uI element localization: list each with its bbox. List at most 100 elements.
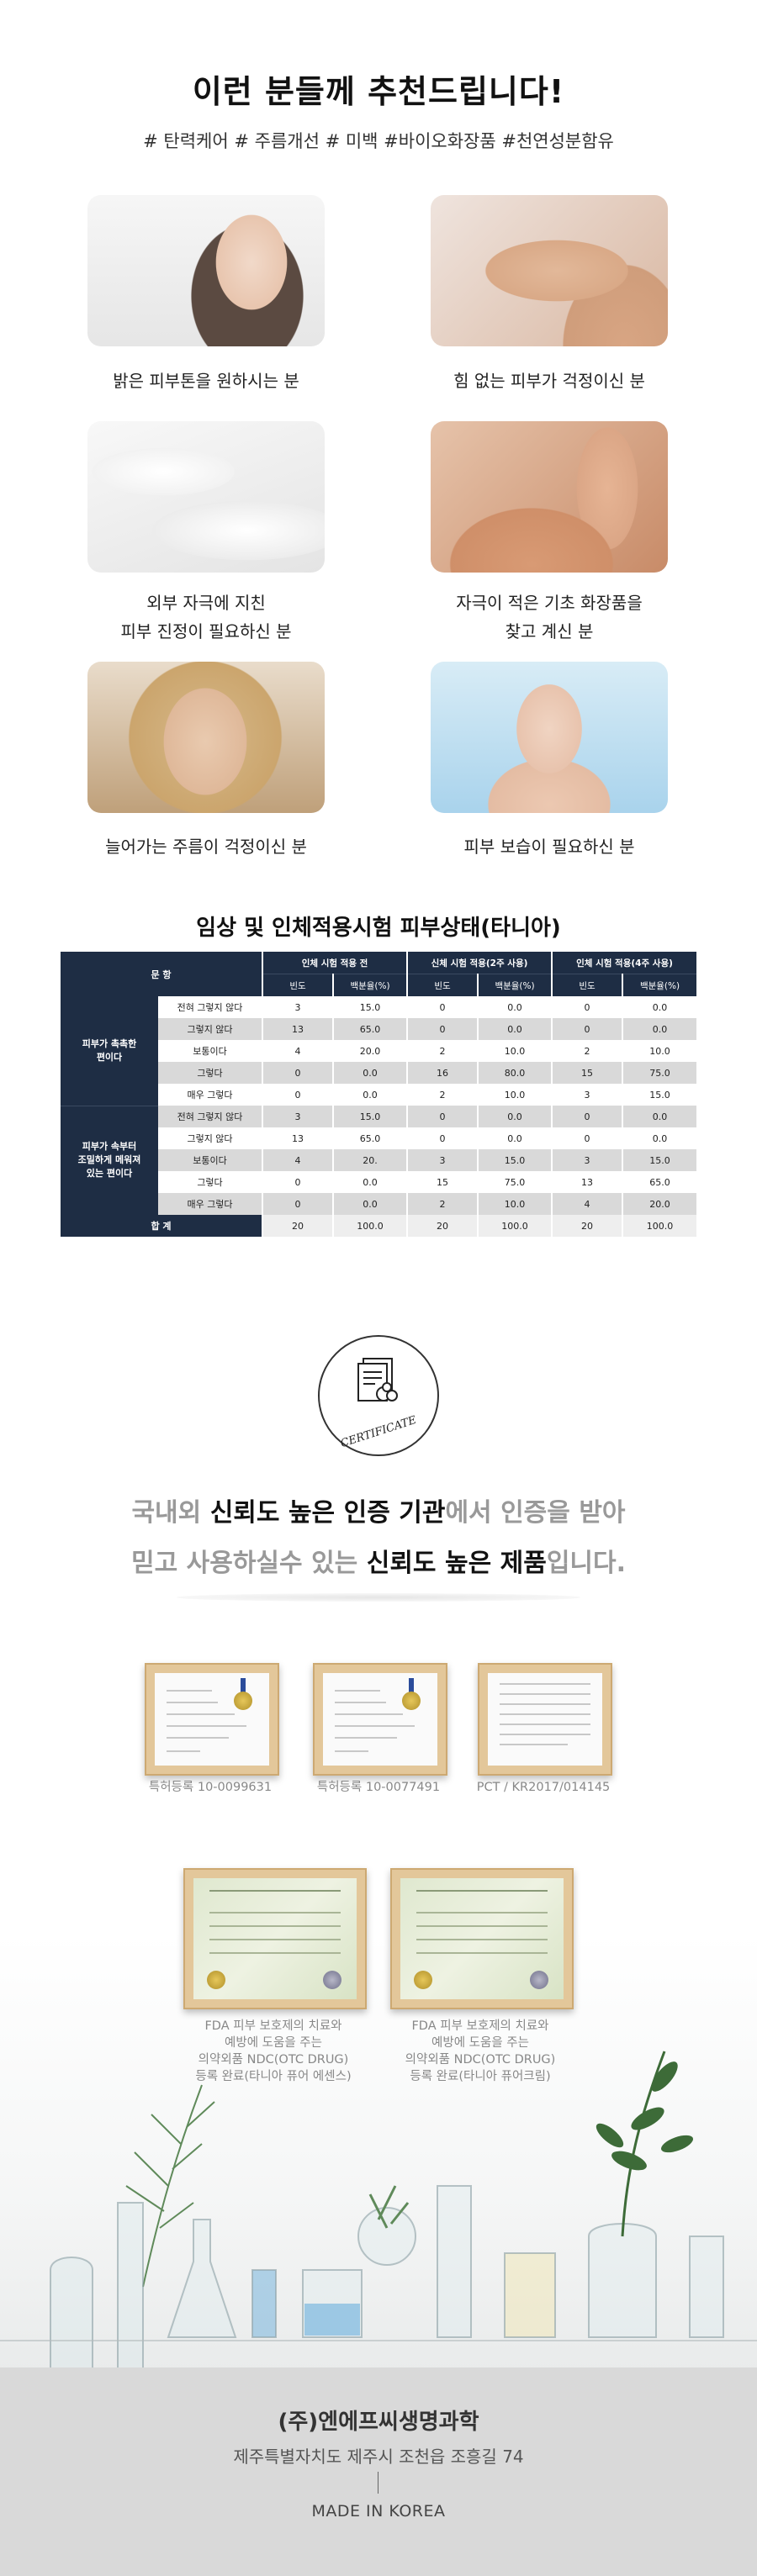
table-cell: 0.0 [477, 1018, 553, 1040]
recommend-photo-moisture [431, 662, 668, 813]
table-cell: 13 [262, 1127, 334, 1149]
row-label: 매우 그렇다 [158, 1193, 263, 1215]
caption-line: 밝은 피부톤을 원하시는 분 [113, 371, 299, 391]
recommend-photo-cream [87, 421, 325, 573]
group-header: 인체 시험 적용(4주 사용) [551, 952, 697, 974]
table-cell: 0.0 [622, 1127, 697, 1149]
recommend-caption-3: 외부 자극에 지친 피부 진정이 필요하신 분 [63, 589, 349, 646]
recommend-photo-bright-skin [87, 195, 325, 346]
table-cell: 15.0 [622, 1149, 697, 1171]
ribbon-icon [409, 1678, 414, 1693]
fda-certificate-frame-2 [390, 1868, 574, 2009]
table-cell: 65.0 [332, 1127, 408, 1149]
group-label: 피부가 촉촉한 편이다 [61, 996, 158, 1106]
group-label-line: 피부가 촉촉한 [82, 1037, 137, 1049]
lab-glassware-background [0, 1934, 757, 2372]
table-cell: 20.0 [622, 1193, 697, 1215]
certificate-caption-fda-cream: FDA 피부 보호제의 치료와 예방에 도움을 주는 의약외품 NDC(OTC … [371, 2018, 590, 2085]
table-cell: 2 [551, 1040, 623, 1062]
table-cell: 3 [551, 1084, 623, 1106]
table-cell: 100.0 [622, 1215, 697, 1237]
caption-line: 예방에 도움을 주는 [431, 2036, 529, 2050]
table-row: 그렇다 0 0.0 15 75.0 13 65.0 [61, 1171, 697, 1193]
table-cell: 0 [262, 1193, 334, 1215]
table-cell: 0 [262, 1062, 334, 1084]
statement-emphasis: 신뢰도 높은 제품 [366, 1549, 547, 1578]
table-cell: 10.0 [477, 1084, 553, 1106]
statement-text: 에서 인증을 받아 [445, 1498, 626, 1528]
group-label: 피부가 속부터 조밀하게 메워져 있는 편이다 [61, 1105, 158, 1215]
table-row: 그렇지 않다 13 65.0 0 0.0 0 0.0 [61, 1127, 697, 1149]
table-cell: 80.0 [477, 1062, 553, 1084]
statement-line-1: 국내외 신뢰도 높은 인증 기관에서 인증을 받아 [0, 1488, 757, 1539]
table-row: 보통이다 4 20.0 2 10.0 2 10.0 [61, 1040, 697, 1062]
table-cell: 15.0 [622, 1084, 697, 1106]
group-header: 인체 시험 적용 전 [262, 952, 408, 974]
table-row: 그렇다 0 0.0 16 80.0 15 75.0 [61, 1062, 697, 1084]
table-cell: 2 [406, 1040, 479, 1062]
table-cell: 10.0 [477, 1193, 553, 1215]
table-cell: 15.0 [332, 996, 408, 1018]
statement-shadow [177, 1593, 580, 1602]
row-label: 전혀 그렇지 않다 [158, 996, 263, 1018]
table-cell: 13 [262, 1018, 334, 1040]
company-address: 제주특별자치도 제주시 조천읍 조흥길 74 [233, 2447, 524, 2467]
patent-certificate-frame-1 [145, 1663, 279, 1776]
statement-text: 믿고 사용하실수 있는 [130, 1549, 367, 1578]
table-cell: 15 [406, 1171, 479, 1193]
question-header: 문 항 [61, 952, 263, 996]
fda-certificate-frame-1 [183, 1868, 367, 2009]
seal-icon [530, 1971, 548, 1989]
table-cell: 3 [262, 1106, 334, 1127]
table-cell: 65.0 [332, 1018, 408, 1040]
table-cell: 0.0 [477, 1106, 553, 1127]
table-cell: 20. [332, 1149, 408, 1171]
sub-header: 빈도 [551, 974, 623, 996]
table-cell: 20 [551, 1215, 623, 1237]
table-cell: 75.0 [477, 1171, 553, 1193]
table-cell: 13 [551, 1171, 623, 1193]
group-header: 신체 시험 적용(2주 사용) [406, 952, 553, 974]
table-cell: 0 [551, 1127, 623, 1149]
sub-header: 빈도 [406, 974, 479, 996]
table-cell: 0.0 [622, 1018, 697, 1040]
recommend-tags: # 탄력케어 # 주름개선 # 미백 #바이오화장품 #천연성분함유 [143, 131, 614, 151]
made-in-label: MADE IN KOREA [311, 2502, 446, 2521]
seal-icon [207, 1971, 225, 1989]
seal-icon [234, 1692, 252, 1710]
table-cell: 4 [262, 1040, 334, 1062]
caption-line: 자극이 적은 기초 화장품을 [456, 593, 643, 613]
seal-icon [402, 1692, 421, 1710]
clinical-title: 임상 및 인체적용시험 피부상태(타니아) [196, 916, 561, 941]
certificate-badge [318, 1335, 439, 1456]
table-cell: 65.0 [622, 1171, 697, 1193]
certificate-caption: PCT / KR2017/014145 [476, 1781, 611, 1794]
certificate-paper [193, 1878, 357, 1999]
statement-line-2: 믿고 사용하실수 있는 신뢰도 높은 제품입니다. [0, 1539, 757, 1589]
caption-line: 의약외품 NDC(OTC DRUG) [405, 2053, 556, 2067]
table-cell: 4 [262, 1149, 334, 1171]
caption-line: 힘 없는 피부가 걱정이신 분 [453, 371, 645, 391]
sub-header: 빈도 [262, 974, 334, 996]
recommend-caption-4: 자극이 적은 기초 화장품을 찾고 계신 분 [406, 589, 692, 646]
recommend-caption-5: 늘어가는 주름이 걱정이신 분 [63, 832, 349, 861]
table-cell: 0.0 [332, 1193, 408, 1215]
table-cell: 4 [551, 1193, 623, 1215]
table-row: 피부가 촉촉한 편이다 전혀 그렇지 않다 3 15.0 0 0.0 0 0.0 [61, 996, 697, 1106]
table-cell: 15.0 [477, 1149, 553, 1171]
row-label: 보통이다 [158, 1149, 263, 1171]
table-row: 피부가 속부터 조밀하게 메워져 있는 편이다 전혀 그렇지 않다 3 15.0… [61, 1105, 697, 1215]
table-cell: 10.0 [477, 1040, 553, 1062]
caption-line: FDA 피부 보호제의 치료와 [411, 2019, 549, 2033]
caption-line: 찾고 계신 분 [505, 621, 594, 641]
row-label: 그렇지 않다 [158, 1127, 263, 1149]
patent-certificate-frame-2 [313, 1663, 447, 1776]
footer [0, 2367, 757, 2576]
certificate-caption-fda-essence: FDA 피부 보호제의 치료와 예방에 도움을 주는 의약외품 NDC(OTC … [164, 2018, 383, 2085]
group-label-line: 편이다 [96, 1051, 123, 1063]
group-label-line: 조밀하게 메워져 [77, 1154, 141, 1166]
statement-text: 국내외 [131, 1498, 210, 1528]
table-cell: 0 [406, 1106, 479, 1127]
seal-icon [414, 1971, 432, 1989]
table-cell: 20 [262, 1215, 334, 1237]
